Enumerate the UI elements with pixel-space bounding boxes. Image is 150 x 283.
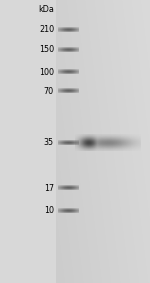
Text: 17: 17 [44, 184, 54, 193]
Text: kDa: kDa [38, 5, 54, 14]
Text: 150: 150 [39, 45, 54, 54]
Text: 10: 10 [44, 206, 54, 215]
Text: 100: 100 [39, 68, 54, 77]
Text: 210: 210 [39, 25, 54, 34]
Text: 70: 70 [44, 87, 54, 96]
Text: 35: 35 [44, 138, 54, 147]
